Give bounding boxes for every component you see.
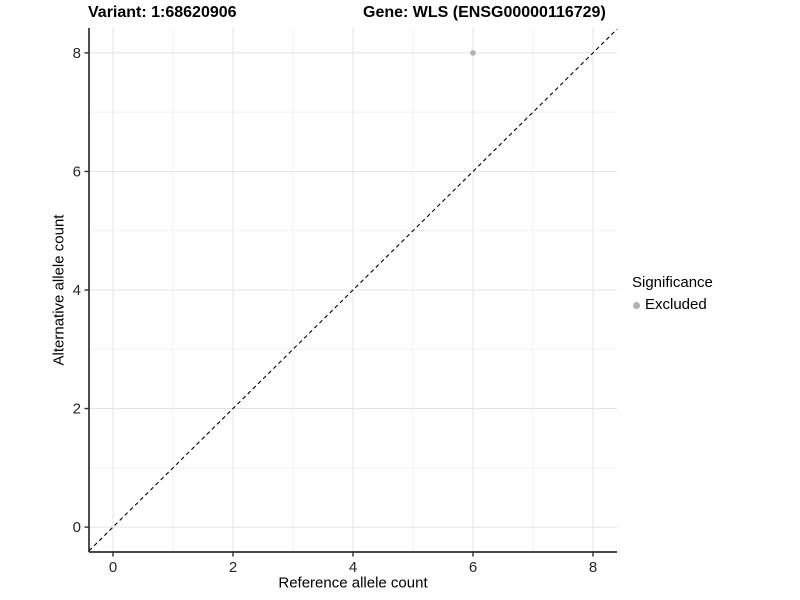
legend-title: Significance [632,274,713,291]
y-tick-label: 2 [73,401,81,418]
legend-items: Excluded [630,296,713,314]
variant-title: Variant: 1:68620906 [88,4,237,21]
data-point [470,50,476,56]
x-tick-label: 0 [109,559,117,576]
identity-line [88,28,618,552]
legend: Significance Excluded [630,274,713,314]
x-tick-label: 2 [229,559,237,576]
x-axis-title: Reference allele count [278,574,428,592]
y-tick-label: 8 [73,45,81,62]
legend-item: Excluded [630,296,713,314]
y-axis-title: Alternative allele count [50,214,68,366]
x-tick-label: 8 [589,559,597,576]
y-tick-label: 4 [73,282,81,299]
legend-label: Excluded [645,296,707,313]
y-tick-label: 0 [73,519,81,536]
x-tick-label: 6 [469,559,477,576]
x-tick-label: 4 [349,559,357,576]
legend-point-icon [633,301,640,309]
gene-title: Gene: WLS (ENSG00000116729) [363,4,606,21]
y-tick-label: 6 [73,163,81,180]
